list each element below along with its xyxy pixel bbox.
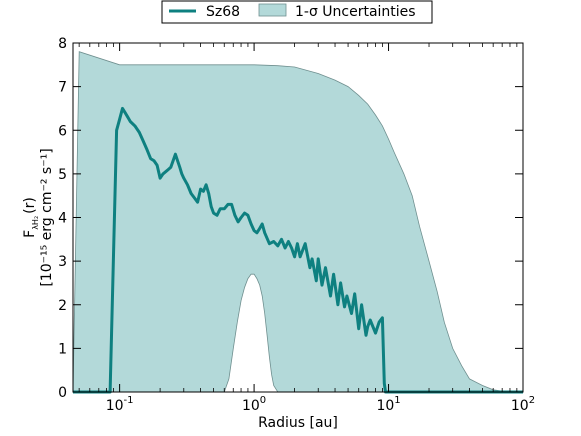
x-tick-label: 101 xyxy=(376,395,400,414)
y-tick-label: 1 xyxy=(58,341,67,357)
y-tick-label: 3 xyxy=(58,254,67,270)
y-tick-label: 2 xyxy=(58,298,67,314)
y-tick-label: 0 xyxy=(58,385,67,401)
legend-swatch-uncertainties xyxy=(258,3,287,17)
y-axis-label-units: [10⁻¹⁵ erg cm⁻² s⁻¹] xyxy=(39,148,55,286)
y-tick-label: 4 xyxy=(58,211,67,227)
svg-text:FλH₂(r): FλH₂ (r) xyxy=(22,197,40,238)
legend-box xyxy=(161,0,433,24)
y-axis: 0 1 2 3 4 5 6 7 8 xyxy=(58,36,523,401)
y-axis-label: FλH₂ (r) [10⁻¹⁵ erg cm⁻² s⁻¹] xyxy=(22,148,55,286)
y-axis-label-f: F xyxy=(22,230,38,238)
series-line-sz68 xyxy=(73,106,523,394)
y-tick-label: 7 xyxy=(58,80,67,96)
x-axis-label: Radius [au] xyxy=(258,415,338,431)
x-tick-label: 100 xyxy=(242,395,266,414)
y-tick-label: 8 xyxy=(58,36,67,52)
legend-label-sz68: Sz68 xyxy=(206,4,240,20)
x-tick-label: 102 xyxy=(511,395,535,414)
legend-label-uncertainties: 1-σ Uncertainties xyxy=(295,4,416,20)
x-tick-label: 10-1 xyxy=(106,395,134,414)
y-axis-label-subscript: λH₂ xyxy=(31,216,40,230)
y-tick-label: 6 xyxy=(58,123,67,139)
x-axis: 10-1 100 101 102 xyxy=(78,43,535,414)
y-tick-label: 5 xyxy=(58,167,67,183)
uncertainty-band xyxy=(72,51,523,393)
legend: Sz68 1-σ Uncertainties xyxy=(161,0,433,24)
y-axis-label-r: (r) xyxy=(22,197,38,214)
